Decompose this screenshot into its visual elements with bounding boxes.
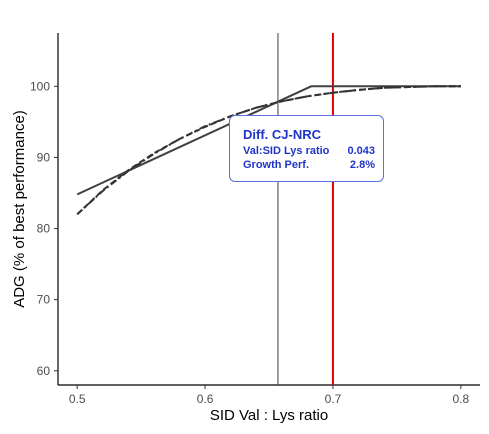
y-tick-label: 100 — [30, 79, 50, 93]
annotation-box: Diff. CJ-NRC Val:SID Lys ratio 0.043 Gro… — [229, 115, 384, 182]
x-axis-title: SID Val : Lys ratio — [210, 407, 328, 424]
annotation-label-ratio: Val:SID Lys ratio — [243, 145, 330, 157]
x-tick-label: 0.6 — [197, 392, 214, 406]
annotation-row: Val:SID Lys ratio 0.043 — [243, 145, 375, 157]
x-tick-label: 0.5 — [69, 392, 86, 406]
x-tick-label: 0.8 — [452, 392, 469, 406]
series-line-dashed — [76, 85, 461, 216]
axes — [57, 33, 480, 386]
annotation-value-growth: 2.8% — [349, 159, 375, 171]
annotation-row: Growth Perf. 2.8% — [243, 159, 375, 171]
y-tick-label: 70 — [37, 293, 51, 307]
annotation-label-growth: Growth Perf. — [243, 159, 310, 171]
annotation-value-ratio: 0.043 — [347, 145, 375, 157]
y-tick-label: 80 — [37, 222, 51, 236]
y-axis-title: ADG (% of best performance) — [11, 110, 28, 308]
y-tick-label: 90 — [37, 150, 51, 164]
annotation-title: Diff. CJ-NRC — [243, 127, 321, 142]
y-tick-label: 60 — [37, 364, 51, 378]
x-tick-label: 0.7 — [325, 392, 342, 406]
